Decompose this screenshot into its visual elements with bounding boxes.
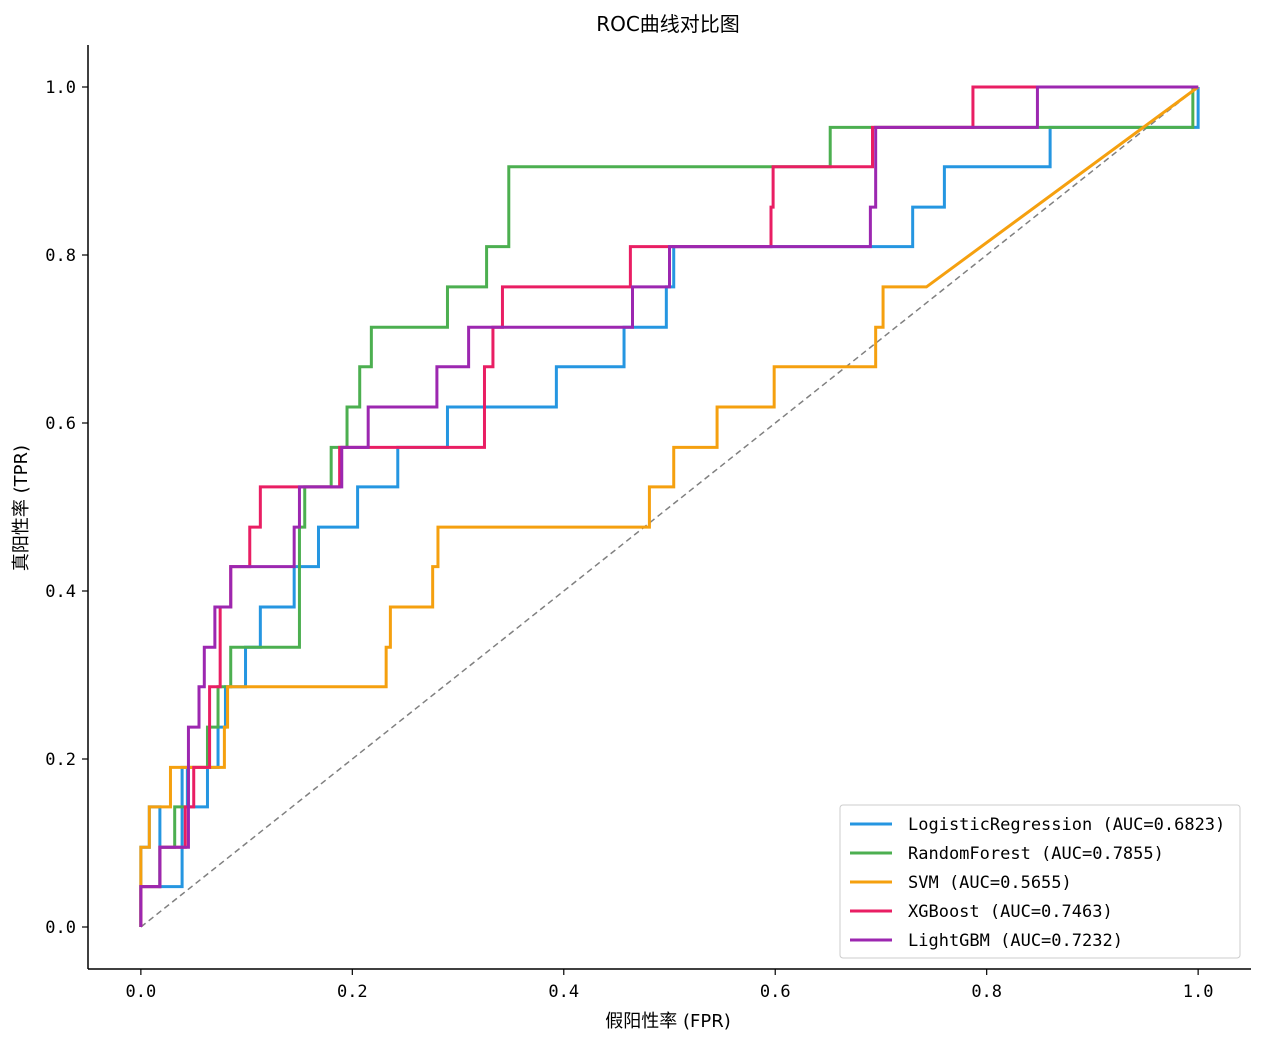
y-tick-label: 0.6 [45, 414, 76, 434]
legend-label: XGBoost (AUC=0.7463) [908, 902, 1113, 922]
x-axis-title: 假阳性率 (FPR) [605, 1011, 730, 1032]
x-tick-label: 0.0 [126, 982, 157, 1002]
legend-items: LogisticRegression (AUC=0.6823) RandomFor… [850, 815, 1225, 951]
y-axis-title: 真阳性率 (TPR) [11, 445, 32, 571]
y-tick-label: 1.0 [45, 78, 76, 98]
x-tick-label: 0.6 [760, 982, 791, 1002]
y-tick-label: 0.2 [45, 750, 76, 770]
y-tick-label: 0.0 [45, 918, 76, 938]
x-tick-label: 0.4 [548, 982, 579, 1002]
legend-box [839, 804, 1241, 959]
x-tick-label: 0.8 [971, 982, 1002, 1002]
x-tick-label: 0.2 [337, 982, 368, 1002]
chart-title: ROC曲线对比图 [596, 12, 740, 36]
x-tick-label: 1.0 [1183, 982, 1214, 1002]
plot-lines [139, 85, 1200, 928]
x-ticks: 0.0 0.2 0.4 0.6 0.8 1.0 [126, 969, 1214, 1002]
roc-series-line-4 [139, 85, 1199, 927]
legend-label: RandomForest (AUC=0.7855) [908, 844, 1164, 864]
y-tick-label: 0.8 [45, 246, 76, 266]
roc-series-line-2 [139, 85, 1200, 927]
legend-label: LightGBM (AUC=0.7232) [908, 931, 1123, 951]
y-ticks: 0.0 0.2 0.4 0.6 0.8 1.0 [45, 78, 88, 938]
y-tick-label: 0.4 [45, 582, 76, 602]
diagonal-reference-line [140, 86, 1199, 928]
legend: LogisticRegression (AUC=0.6823) RandomFor… [839, 804, 1241, 959]
legend-label: SVM (AUC=0.5655) [908, 873, 1072, 893]
legend-label: LogisticRegression (AUC=0.6823) [908, 815, 1225, 835]
